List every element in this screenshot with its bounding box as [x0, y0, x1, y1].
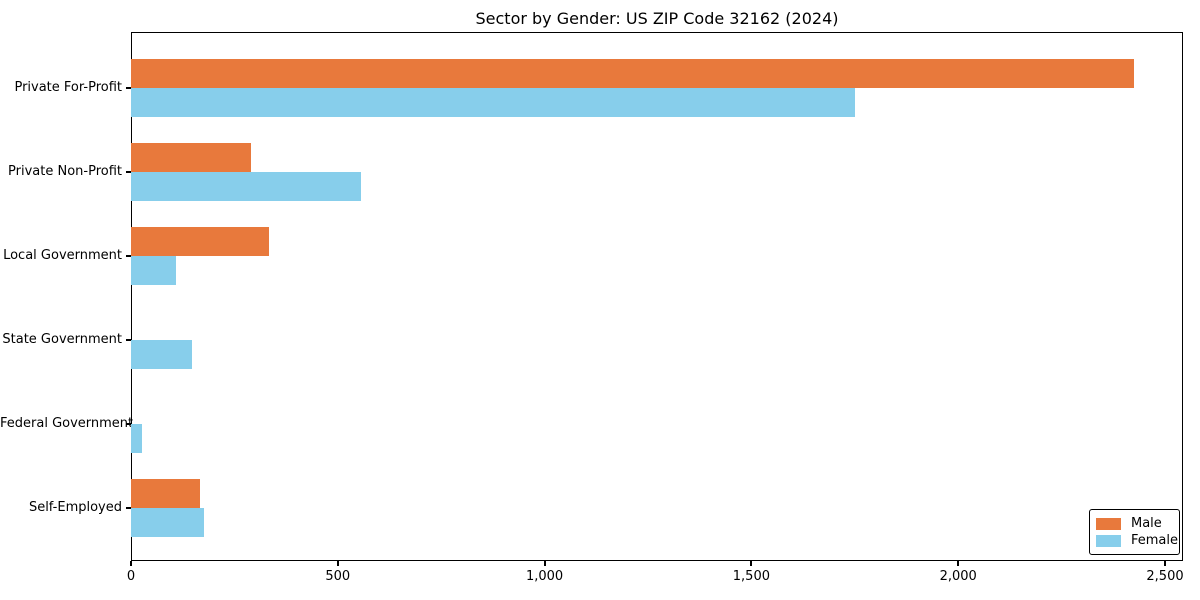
- x-tick-2000: [957, 561, 960, 566]
- y-tick-private-non-profit: [126, 171, 131, 173]
- bar-male-private-for-profit: [131, 59, 1134, 88]
- legend: Male Female: [1089, 509, 1180, 555]
- bar-female-private-for-profit: [131, 88, 855, 117]
- legend-swatch-male: [1096, 517, 1121, 530]
- y-tick-federal-government: [126, 423, 131, 425]
- x-tick-label-0: 0: [126, 569, 136, 584]
- bar-male-self-employed: [131, 479, 200, 508]
- y-axis-label-federal-government: Federal Government: [0, 416, 134, 431]
- x-tick-0: [130, 561, 132, 566]
- x-tick-1500: [750, 561, 753, 566]
- bar-female-local-government: [131, 256, 176, 285]
- y-tick-self-employed: [126, 507, 131, 509]
- y-axis-label-state-government: State Government: [2, 332, 122, 347]
- bar-female-federal-government: [131, 424, 142, 453]
- legend-item-male: Male: [1096, 515, 1172, 532]
- x-tick-label-2500: 2,500: [1146, 569, 1184, 584]
- legend-label-female: Female: [1131, 533, 1179, 548]
- y-tick-state-government: [126, 339, 131, 341]
- legend-item-female: Female: [1096, 532, 1178, 549]
- bar-female-self-employed: [131, 508, 204, 537]
- x-tick-1000: [543, 561, 546, 566]
- bar-male-local-government: [131, 227, 269, 256]
- bar-male-private-non-profit: [131, 143, 251, 172]
- chart-title: Sector by Gender: US ZIP Code 32162 (202…: [475, 9, 839, 28]
- x-tick-label-1500: 1,500: [732, 569, 770, 584]
- y-axis-label-private-for-profit: Private For-Profit: [14, 80, 122, 95]
- bar-female-private-non-profit: [131, 172, 361, 201]
- y-axis-label-self-employed: Self-Employed: [28, 500, 122, 515]
- bar-female-state-government: [131, 340, 192, 369]
- x-tick-label-2000: 2,000: [939, 569, 977, 584]
- plot-area: [131, 32, 1183, 561]
- y-axis-label-local-government: Local Government: [3, 248, 122, 263]
- x-tick-label-1000: 1,000: [525, 569, 564, 584]
- legend-label-male: Male: [1131, 516, 1162, 531]
- y-tick-local-government: [126, 255, 131, 257]
- y-axis-label-private-non-profit: Private Non-Profit: [8, 164, 122, 179]
- x-tick-500: [336, 561, 339, 566]
- y-tick-private-for-profit: [126, 87, 131, 89]
- x-tick-2500: [1164, 561, 1166, 566]
- legend-swatch-female: [1096, 534, 1121, 547]
- x-tick-label-500: 500: [325, 569, 351, 584]
